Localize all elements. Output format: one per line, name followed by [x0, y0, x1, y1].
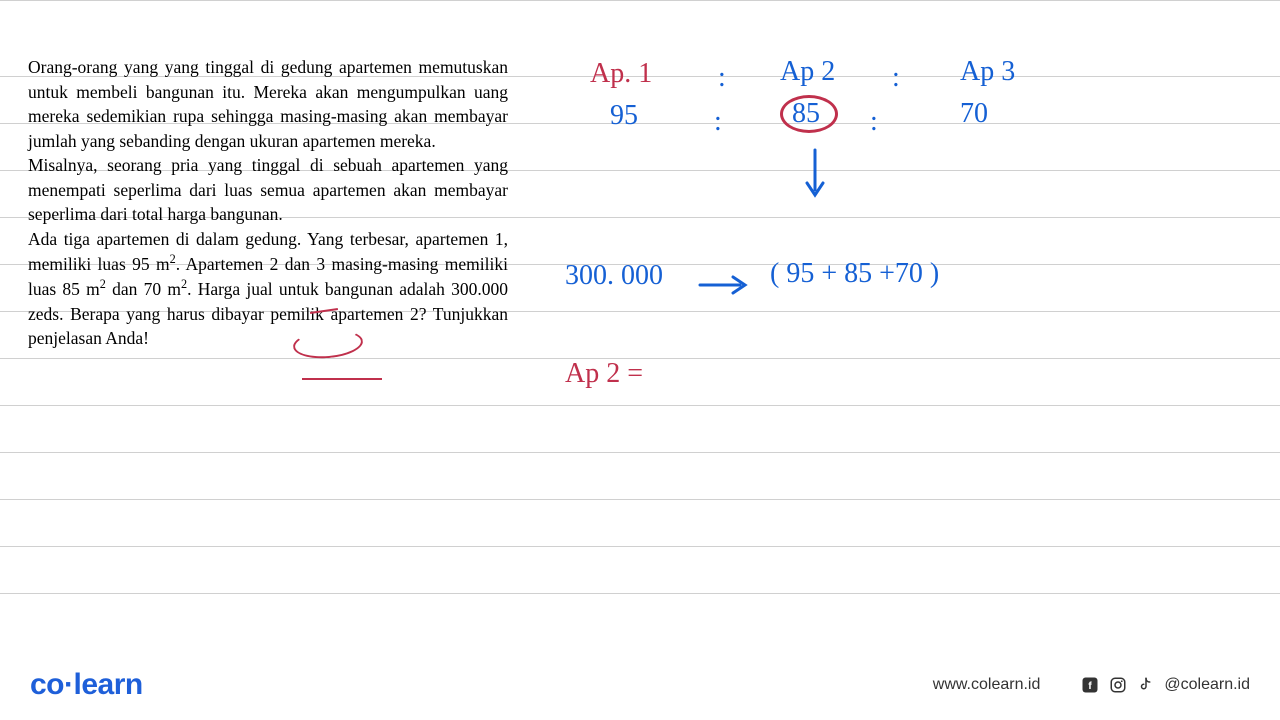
hw-ap3-label: Ap 3	[960, 56, 1015, 88]
problem-para-1: Orang-orang yang yang tinggal di gedung …	[28, 57, 508, 151]
hw-sum-expression: ( 95 + 85 +70 )	[770, 258, 939, 290]
logo-dot: ·	[64, 668, 74, 701]
footer-bar: co·learn www.colearn.id f @colearn.id	[0, 650, 1280, 720]
facebook-icon: f	[1080, 675, 1100, 695]
problem-para-2: Misalnya, seorang pria yang tinggal di s…	[28, 155, 508, 224]
problem-statement: Orang-orang yang yang tinggal di gedung …	[28, 55, 508, 351]
hw-ap1-label: Ap. 1	[590, 58, 652, 90]
hw-price: 300. 000	[565, 260, 663, 292]
hw-colon-3: :	[714, 106, 722, 138]
instagram-icon	[1108, 675, 1128, 695]
tiktok-icon	[1136, 675, 1156, 695]
hw-colon-4: :	[870, 106, 878, 138]
social-handle: @colearn.id	[1164, 676, 1250, 694]
arrow-down-icon	[800, 145, 830, 205]
footer-url: www.colearn.id	[933, 676, 1041, 694]
hw-colon-2: :	[892, 62, 900, 94]
brand-logo: co·learn	[30, 668, 143, 702]
problem-para-3c: dan 70 m	[106, 279, 181, 299]
hw-val3: 70	[960, 98, 988, 130]
hw-val2: 85	[792, 98, 820, 130]
hw-colon-1: :	[718, 62, 726, 94]
social-group: f @colearn.id	[1080, 675, 1250, 695]
arrow-right-icon	[695, 270, 755, 300]
underline-price	[302, 378, 382, 380]
logo-part-b: learn	[74, 668, 143, 701]
hw-ap2-label: Ap 2	[780, 56, 835, 88]
hw-val1: 95	[610, 100, 638, 132]
logo-part-a: co	[30, 668, 64, 701]
svg-text:f: f	[1089, 680, 1093, 692]
footer-right: www.colearn.id f @colearn.id	[933, 675, 1250, 695]
hw-ap2-equals: Ap 2 =	[565, 358, 643, 390]
